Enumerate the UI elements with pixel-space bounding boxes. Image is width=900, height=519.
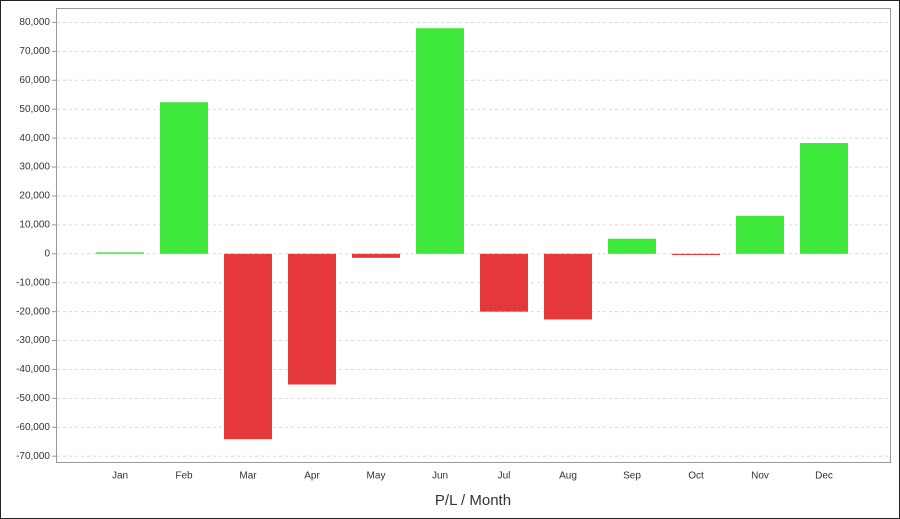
y-tick-label: 10,000 (19, 220, 50, 231)
y-tick-label: -20,000 (16, 306, 50, 317)
y-tick-label: -70,000 (16, 451, 50, 462)
y-tick-label: 70,000 (19, 46, 50, 57)
x-axis-label: P/L / Month (435, 492, 511, 509)
y-tick-label: -40,000 (16, 364, 50, 375)
y-tick-label: 20,000 (19, 191, 50, 202)
y-tick-label: 30,000 (19, 162, 50, 173)
x-tick-label: Jun (432, 471, 448, 482)
x-tick-label: Nov (751, 471, 769, 482)
y-tick-label: -60,000 (16, 422, 50, 433)
bar (736, 215, 784, 254)
y-tick-label: -10,000 (16, 277, 50, 288)
bar (608, 238, 656, 254)
x-tick-label: Apr (304, 471, 320, 482)
x-tick-label: Jul (498, 471, 511, 482)
bar (224, 253, 272, 440)
x-tick-label: Jan (112, 471, 128, 482)
bar (160, 102, 208, 254)
x-tick-label: May (367, 471, 386, 482)
y-tick-label: 60,000 (19, 75, 50, 86)
bar (288, 253, 336, 385)
bar (672, 253, 720, 255)
bar (416, 28, 464, 254)
x-tick-label: Sep (623, 471, 641, 482)
bar (800, 143, 848, 254)
x-tick-label: Mar (239, 471, 257, 482)
bar (96, 252, 144, 254)
bar (544, 253, 592, 320)
y-tick-label: -30,000 (16, 335, 50, 346)
y-tick-label: 80,000 (19, 17, 50, 28)
x-tick-label: Dec (815, 471, 833, 482)
y-tick-label: 40,000 (19, 133, 50, 144)
x-tick-label: Oct (688, 471, 704, 482)
bar (480, 253, 528, 312)
bar (352, 253, 400, 258)
y-tick-label: 50,000 (19, 104, 50, 115)
x-tick-label: Aug (559, 471, 577, 482)
y-tick-label: 0 (44, 248, 50, 259)
x-tick-label: Feb (175, 471, 193, 482)
y-tick-label: -50,000 (16, 393, 50, 404)
